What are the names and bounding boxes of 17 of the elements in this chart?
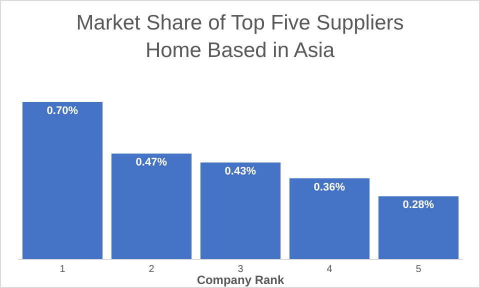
data-label: 0.47% xyxy=(136,156,168,169)
x-tick-label: 5 xyxy=(416,264,422,275)
chart-title: Market Share of Top Five Suppliers Home Based in Asia xyxy=(76,12,404,62)
x-axis-title: Company Rank xyxy=(196,273,284,287)
data-label: 0.70% xyxy=(46,105,78,117)
bar xyxy=(22,102,103,259)
data-label: 0.28% xyxy=(402,199,434,212)
bar xyxy=(111,154,192,259)
data-label: 0.43% xyxy=(224,166,256,178)
x-tick-label: 1 xyxy=(60,264,66,275)
x-tick-label: 4 xyxy=(326,264,333,275)
x-tick-label: 3 xyxy=(238,264,244,275)
data-label: 0.36% xyxy=(314,181,346,194)
bar xyxy=(378,196,459,259)
bar xyxy=(289,178,370,259)
bar xyxy=(200,162,281,259)
x-tick-label: 2 xyxy=(148,264,155,275)
